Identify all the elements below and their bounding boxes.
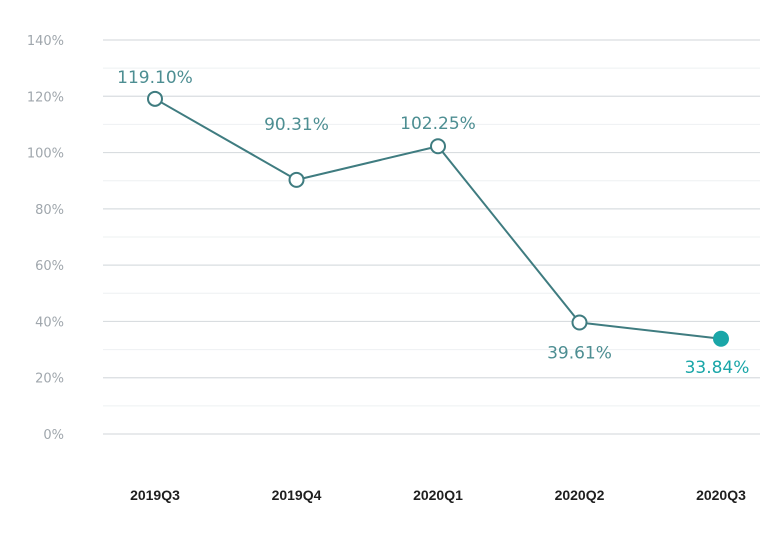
y-tick-label: 0% xyxy=(43,428,64,443)
x-tick-label: 2019Q4 xyxy=(272,487,322,503)
data-label: 90.31% xyxy=(264,115,329,135)
y-axis: 0% 20% 40% 60% 80% 100% 120% 140% xyxy=(27,34,64,443)
data-label: 33.84% xyxy=(685,358,750,378)
x-tick-label: 2020Q1 xyxy=(413,487,463,503)
y-tick-label: 80% xyxy=(35,203,64,218)
x-tick-label: 2020Q3 xyxy=(696,487,746,503)
data-point xyxy=(713,330,729,347)
series-line xyxy=(154,97,722,340)
y-tick-label: 140% xyxy=(27,34,64,49)
data-point xyxy=(571,314,588,331)
y-tick-label: 20% xyxy=(35,372,64,387)
data-label: 119.10% xyxy=(117,68,193,88)
data-label: 102.25% xyxy=(400,114,476,134)
y-tick-label: 120% xyxy=(27,90,64,105)
x-tick-label: 2020Q2 xyxy=(555,487,605,503)
gridlines xyxy=(103,39,760,435)
series-polyline xyxy=(154,97,722,340)
data-point xyxy=(288,171,305,188)
data-labels: 119.10% 90.31% 102.25% 39.61% 33.84% xyxy=(117,68,749,378)
data-label: 39.61% xyxy=(547,344,612,364)
x-tick-label: 2019Q3 xyxy=(130,487,180,503)
y-tick-label: 100% xyxy=(27,147,64,162)
y-tick-label: 60% xyxy=(35,259,64,274)
data-point xyxy=(430,138,446,155)
data-points xyxy=(147,90,729,347)
x-axis: 2019Q3 2019Q4 2020Q1 2020Q2 2020Q3 xyxy=(130,487,746,503)
data-point xyxy=(147,90,163,107)
y-tick-label: 40% xyxy=(35,315,64,330)
